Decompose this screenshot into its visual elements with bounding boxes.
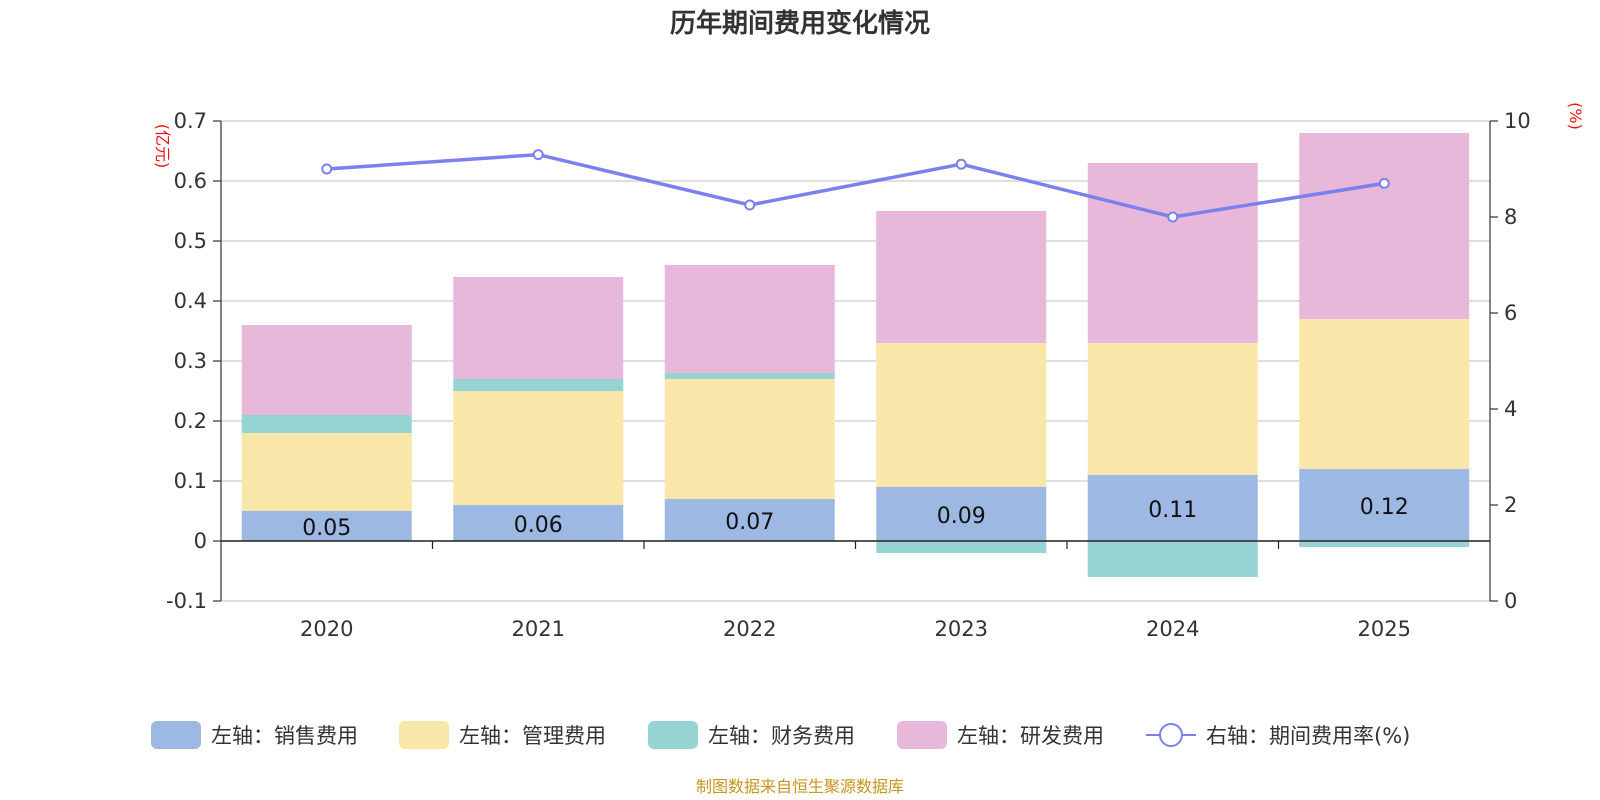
legend-label: 左轴：销售费用 (211, 724, 358, 748)
bar-data-label: 0.12 (1360, 495, 1409, 520)
category-label: 2025 (1358, 617, 1411, 641)
bar-segment-管理费用-2022[interactable] (664, 379, 835, 499)
rate-point-2023[interactable] (955, 158, 967, 170)
legend-label: 左轴：管理费用 (459, 724, 606, 748)
bar-segment-管理费用-2025[interactable] (1299, 319, 1470, 469)
right-tick-label: 6 (1504, 301, 1517, 325)
category-label: 2023 (935, 617, 988, 641)
bar-segment-财务费用-2020[interactable] (241, 415, 412, 433)
rate-point-2020[interactable] (321, 163, 333, 175)
bar-segment-财务费用-2023[interactable] (876, 541, 1047, 553)
left-tick-label: 0 (194, 529, 207, 553)
right-axis-unit: (%) (1566, 102, 1585, 130)
rate-point-2024[interactable] (1167, 211, 1179, 223)
chart-title: 历年期间费用变化情况 (670, 8, 930, 39)
bar-segment-管理费用-2024[interactable] (1087, 343, 1258, 475)
bar-segment-研发费用-2021[interactable] (453, 277, 624, 379)
bar-segment-销售费用-2022[interactable] (664, 499, 835, 541)
bar-data-label: 0.05 (302, 516, 351, 541)
bar-segment-研发费用-2022[interactable] (664, 265, 835, 373)
left-tick-label: 0.7 (174, 109, 207, 133)
bars (241, 133, 1470, 577)
bar-segment-销售费用-2023[interactable] (876, 487, 1047, 541)
bar-segment-管理费用-2020[interactable] (241, 433, 412, 511)
left-tick-label: 0.3 (174, 349, 207, 373)
bar-segment-财务费用-2024[interactable] (1087, 541, 1258, 577)
rate-point-2021[interactable] (532, 149, 544, 161)
right-tick-label: 2 (1504, 493, 1517, 517)
left-tick-label: 0.5 (174, 229, 207, 253)
legend-label: 右轴：期间费用率(%) (1206, 724, 1410, 748)
left-tick-label: 0.1 (174, 469, 207, 493)
left-axis-unit: (亿元) (153, 124, 172, 169)
legend-swatch (897, 721, 947, 749)
legend-marker (1159, 723, 1183, 747)
axes: -0.1 0 0.1 0.2 0.3 0.4 0.5 0.6 0.7 0 2 4 6 8 10 2020 202… (153, 102, 1585, 641)
right-tick-label: 0 (1504, 589, 1517, 613)
category-label: 2020 (300, 617, 353, 641)
legend-label: 左轴：财务费用 (708, 724, 855, 748)
bar-segment-研发费用-2023[interactable] (876, 211, 1047, 343)
right-tick-label: 10 (1504, 109, 1531, 133)
left-tick-label: 0.2 (174, 409, 207, 433)
category-label: 2022 (723, 617, 776, 641)
legend-item[interactable]: 左轴：研发费用 (897, 721, 1104, 749)
legend-swatch (399, 721, 449, 749)
left-tick-label: 0.6 (174, 169, 207, 193)
category-label: 2024 (1146, 617, 1199, 641)
right-tick-label: 8 (1504, 205, 1517, 229)
legend-item[interactable]: 左轴：管理费用 (399, 721, 606, 749)
bar-segment-研发费用-2020[interactable] (241, 325, 412, 415)
legend-label: 左轴：研发费用 (957, 724, 1104, 748)
category-label: 2021 (512, 617, 565, 641)
legend-swatch (648, 721, 698, 749)
left-tick-label: 0.4 (174, 289, 207, 313)
bar-segment-研发费用-2024[interactable] (1087, 163, 1258, 343)
bar-segment-管理费用-2023[interactable] (876, 343, 1047, 487)
bar-segment-销售费用-2021[interactable] (453, 505, 624, 541)
legend-swatch (151, 721, 201, 749)
data-source: 制图数据来自恒生聚源数据库 (696, 777, 904, 796)
bar-segment-销售费用-2020[interactable] (241, 511, 412, 541)
rate-point-2022[interactable] (744, 199, 756, 211)
legend-item[interactable]: 左轴：财务费用 (648, 721, 855, 749)
bar-segment-销售费用-2025[interactable] (1299, 469, 1470, 541)
bar-segment-管理费用-2021[interactable] (453, 391, 624, 505)
left-tick-label: -0.1 (166, 589, 207, 613)
right-tick-label: 4 (1504, 397, 1517, 421)
bar-segment-财务费用-2021[interactable] (453, 379, 624, 391)
rate-line (321, 149, 1390, 223)
data-labels: 0.05 0.06 0.07 0.09 0.11 0.12 (302, 495, 1408, 541)
bar-segment-财务费用-2025[interactable] (1299, 541, 1470, 547)
bar-segment-研发费用-2025[interactable] (1299, 133, 1470, 319)
legend-item[interactable]: 右轴：期间费用率(%) (1146, 723, 1410, 748)
bar-data-label: 0.07 (725, 510, 774, 535)
legend[interactable]: 左轴：销售费用 左轴：管理费用 左轴：财务费用 左轴：研发费用 右轴：期间费用率(%) (151, 721, 1410, 749)
rate-line-path (326, 152, 1385, 219)
bar-data-label: 0.11 (1148, 498, 1197, 523)
bar-segment-销售费用-2024[interactable] (1087, 475, 1258, 541)
bar-data-label: 0.09 (937, 504, 986, 529)
rate-point-2025[interactable] (1378, 177, 1390, 189)
bar-data-label: 0.06 (514, 513, 563, 538)
legend-item[interactable]: 左轴：销售费用 (151, 721, 358, 749)
bar-segment-财务费用-2022[interactable] (664, 373, 835, 379)
